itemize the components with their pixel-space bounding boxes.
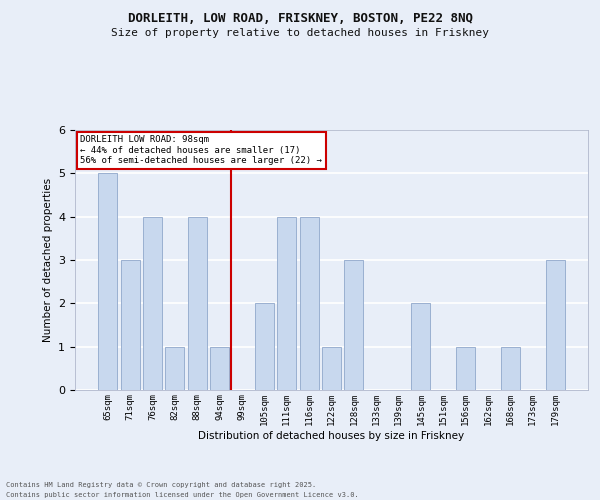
Bar (322, 346, 341, 390)
Text: DORLEITH LOW ROAD: 98sqm
← 44% of detached houses are smaller (17)
56% of semi-d: DORLEITH LOW ROAD: 98sqm ← 44% of detach… (80, 135, 322, 165)
Bar (456, 346, 475, 390)
Bar (255, 304, 274, 390)
Bar (501, 346, 520, 390)
Bar (210, 346, 229, 390)
Bar (299, 216, 319, 390)
X-axis label: Distribution of detached houses by size in Friskney: Distribution of detached houses by size … (199, 430, 464, 440)
Bar (412, 304, 430, 390)
Bar (545, 260, 565, 390)
Bar (143, 216, 162, 390)
Y-axis label: Number of detached properties: Number of detached properties (43, 178, 53, 342)
Text: Contains public sector information licensed under the Open Government Licence v3: Contains public sector information licen… (6, 492, 359, 498)
Text: DORLEITH, LOW ROAD, FRISKNEY, BOSTON, PE22 8NQ: DORLEITH, LOW ROAD, FRISKNEY, BOSTON, PE… (128, 12, 473, 26)
Bar (344, 260, 364, 390)
Bar (166, 346, 184, 390)
Bar (98, 174, 118, 390)
Text: Contains HM Land Registry data © Crown copyright and database right 2025.: Contains HM Land Registry data © Crown c… (6, 482, 316, 488)
Bar (188, 216, 207, 390)
Bar (277, 216, 296, 390)
Text: Size of property relative to detached houses in Friskney: Size of property relative to detached ho… (111, 28, 489, 38)
Bar (121, 260, 140, 390)
